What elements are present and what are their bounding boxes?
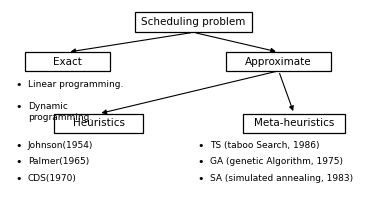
Text: Scheduling problem: Scheduling problem: [141, 17, 246, 27]
Text: GA (genetic Algorithm, 1975): GA (genetic Algorithm, 1975): [210, 157, 343, 166]
FancyBboxPatch shape: [243, 114, 345, 132]
Text: •: •: [15, 80, 22, 90]
FancyBboxPatch shape: [226, 52, 331, 71]
Text: Palmer(1965): Palmer(1965): [28, 157, 89, 166]
FancyBboxPatch shape: [54, 114, 143, 132]
Text: Johnson(1954): Johnson(1954): [28, 141, 93, 150]
Text: Linear programming.: Linear programming.: [28, 80, 123, 89]
Text: CDS(1970): CDS(1970): [28, 174, 77, 183]
Text: Exact: Exact: [53, 57, 82, 67]
Text: SA (simulated annealing, 1983): SA (simulated annealing, 1983): [210, 174, 353, 183]
Text: •: •: [15, 141, 22, 151]
Text: Meta-heuristics: Meta-heuristics: [254, 118, 334, 128]
Text: Heuristics: Heuristics: [73, 118, 125, 128]
Text: •: •: [197, 141, 204, 151]
Text: •: •: [15, 157, 22, 167]
Text: Dynamic
programming.: Dynamic programming.: [28, 102, 92, 122]
FancyBboxPatch shape: [25, 52, 110, 71]
Text: TS (taboo Search, 1986): TS (taboo Search, 1986): [210, 141, 319, 150]
Text: Approximate: Approximate: [245, 57, 312, 67]
FancyBboxPatch shape: [135, 11, 252, 32]
Text: •: •: [15, 102, 22, 112]
Text: •: •: [15, 174, 22, 184]
Text: •: •: [197, 157, 204, 167]
Text: •: •: [197, 174, 204, 184]
